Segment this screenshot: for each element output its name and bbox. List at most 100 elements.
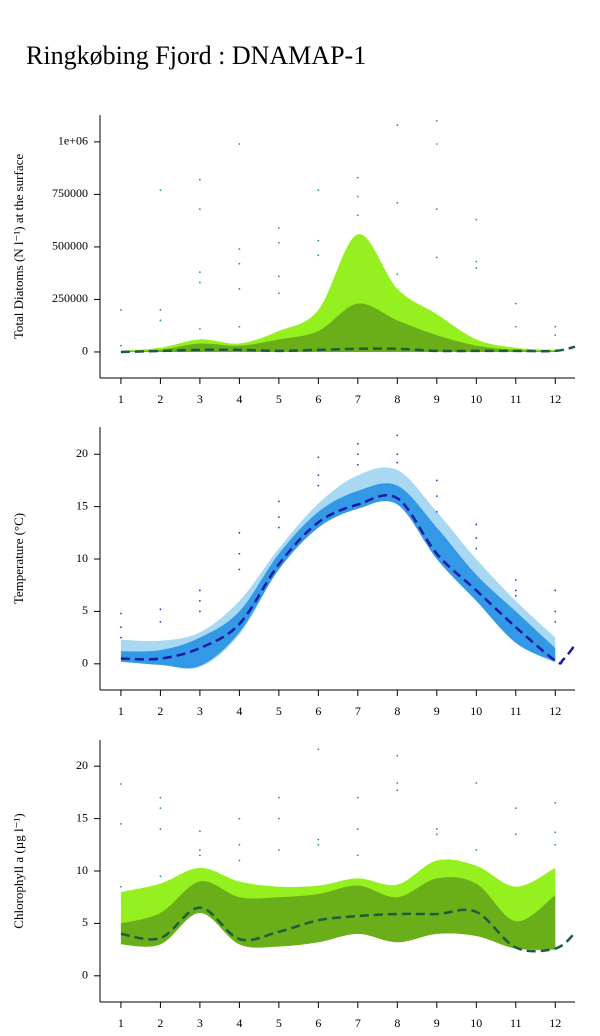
data-point <box>554 610 557 613</box>
data-point <box>475 260 478 263</box>
x-tick-label: 12 <box>549 1016 561 1030</box>
data-point <box>159 796 162 799</box>
data-point <box>317 484 320 487</box>
data-point <box>317 254 320 257</box>
y-tick-label: 20 <box>76 758 88 772</box>
data-point <box>317 843 320 846</box>
y-axis-label: Total Diatoms (N l⁻¹) at the surface <box>11 154 26 340</box>
data-point <box>120 344 122 347</box>
data-point <box>554 620 557 623</box>
data-point <box>159 319 162 322</box>
data-point <box>356 828 359 830</box>
data-point <box>396 461 399 464</box>
y-tick-label: 750000 <box>52 186 88 200</box>
data-point <box>435 495 438 498</box>
x-tick-label: 3 <box>197 704 203 718</box>
data-point <box>396 754 399 757</box>
data-point <box>475 537 478 539</box>
data-point <box>277 227 280 229</box>
data-point <box>277 500 280 503</box>
data-point <box>554 589 557 592</box>
data-point <box>198 327 201 330</box>
data-point <box>120 626 122 629</box>
data-point <box>198 854 201 857</box>
data-point <box>514 589 517 592</box>
y-tick-label: 0 <box>82 968 88 982</box>
data-point <box>120 885 122 888</box>
data-point <box>238 262 241 265</box>
data-point <box>277 817 280 820</box>
data-point <box>554 801 557 804</box>
data-point <box>198 600 201 602</box>
y-tick-label: 250000 <box>52 291 88 305</box>
data-point <box>554 325 557 328</box>
x-tick-label: 1 <box>118 392 124 406</box>
data-point <box>159 309 162 311</box>
data-point <box>198 830 201 833</box>
y-tick-label: 5 <box>82 603 88 617</box>
data-point <box>120 309 122 311</box>
x-tick-label: 5 <box>276 392 282 406</box>
data-point <box>277 796 280 799</box>
data-point <box>396 434 399 437</box>
outer-band <box>120 467 556 669</box>
data-point <box>120 783 122 785</box>
data-point <box>159 875 162 878</box>
data-point <box>238 568 241 571</box>
data-point <box>120 822 122 825</box>
data-point <box>475 849 478 851</box>
x-tick-label: 5 <box>276 704 282 718</box>
data-point <box>198 281 201 284</box>
outer-band <box>120 234 556 352</box>
data-point <box>159 807 162 810</box>
data-point <box>159 608 162 611</box>
data-point <box>356 176 359 179</box>
y-tick-label: 1e+06 <box>58 134 88 148</box>
data-point <box>238 143 241 145</box>
data-point <box>238 843 241 846</box>
data-point <box>396 201 399 204</box>
inner-band <box>120 303 556 352</box>
data-point <box>356 195 359 198</box>
x-tick-label: 9 <box>434 1016 440 1030</box>
x-tick-label: 1 <box>118 704 124 718</box>
data-point <box>514 833 517 836</box>
data-point <box>435 833 438 836</box>
data-point <box>238 531 241 534</box>
y-tick-label: 5 <box>82 915 88 929</box>
data-point <box>120 636 122 639</box>
data-point <box>396 453 399 456</box>
median-line <box>120 906 576 953</box>
x-tick-label: 11 <box>510 704 522 718</box>
data-point <box>356 796 359 799</box>
data-point <box>514 325 517 328</box>
x-tick-label: 2 <box>157 392 163 406</box>
data-point <box>435 143 438 145</box>
data-point <box>317 239 320 242</box>
x-tick-label: 7 <box>355 1016 361 1030</box>
x-tick-label: 12 <box>549 704 561 718</box>
data-point <box>159 189 162 192</box>
x-tick-label: 9 <box>434 392 440 406</box>
data-point <box>396 782 399 784</box>
inner-band <box>120 483 556 669</box>
data-point <box>554 831 557 834</box>
data-point <box>238 248 241 250</box>
data-point <box>238 325 241 328</box>
data-point <box>356 214 359 217</box>
data-point <box>475 218 478 221</box>
x-tick-label: 11 <box>510 392 522 406</box>
x-tick-label: 4 <box>236 1016 242 1030</box>
data-point <box>198 610 201 613</box>
x-tick-label: 7 <box>355 392 361 406</box>
data-point <box>317 456 320 459</box>
median-line <box>120 345 576 354</box>
data-point <box>317 189 320 192</box>
x-tick-label: 9 <box>434 704 440 718</box>
data-point <box>159 828 162 830</box>
data-point <box>435 119 438 122</box>
data-point <box>435 256 438 259</box>
y-tick-label: 0 <box>82 656 88 670</box>
y-tick-label: 0 <box>82 344 88 358</box>
y-axis-label: Temperature (°C) <box>11 513 26 604</box>
